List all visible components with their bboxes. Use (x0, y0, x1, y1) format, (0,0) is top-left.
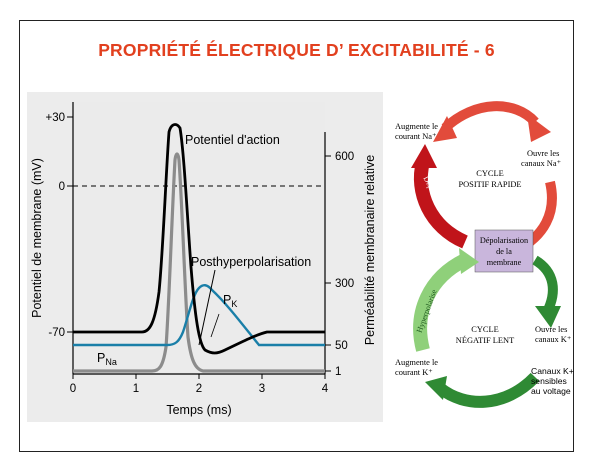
pna-curve (73, 152, 325, 373)
right-tick-300: 300 (335, 278, 354, 290)
cycle-diagram: Dépolarise plus Dépolarisation de la mem… (395, 101, 574, 408)
bottom-green-arc (436, 372, 540, 408)
right-tick-50: 50 (335, 340, 348, 352)
bottom-left-label-2: courant K⁺ (395, 368, 433, 377)
label-action-potential: Potentiel d'action (185, 133, 280, 147)
x-ticks (72, 374, 326, 379)
right-tick-1: 1 (335, 366, 341, 378)
left-tick-minus70: -70 (48, 327, 65, 339)
pk-curve (73, 284, 325, 347)
right-green-arc (532, 255, 558, 315)
left-tick-0: 0 (59, 181, 65, 193)
bottom-center-label-2: NÉGATIF LENT (456, 335, 514, 345)
label-pna: PNa (97, 351, 117, 367)
x-tick-3: 3 (259, 383, 265, 395)
left-red-arc (413, 160, 469, 249)
x-tick-2: 2 (196, 383, 202, 395)
left-lightgreen-arrowhead (459, 248, 479, 274)
note-label-1: Canaux K+ (531, 366, 574, 376)
top-right-label-1: Ouvre les (527, 149, 559, 158)
top-left-label-1: Augmente le (395, 122, 438, 131)
x-tick-4: 4 (322, 383, 329, 395)
top-right-label-2: canaux Na⁺ (521, 159, 561, 168)
left-ticks (67, 116, 73, 333)
left-tick-30: +30 (45, 112, 65, 124)
x-tick-1: 1 (133, 383, 139, 395)
top-red-arrowhead (527, 114, 551, 142)
y-right-label: Perméabilité membranaire relative (363, 155, 377, 345)
center-label-3: membrane (487, 258, 522, 267)
action-potential-graph: +30 0 -70 600 300 50 1 0 1 2 3 4 Temps (… (27, 92, 383, 422)
top-red-tail-arrowhead (433, 116, 457, 142)
action-potential-curve (73, 123, 325, 355)
depolarisation-box (474, 229, 534, 273)
bottom-left-label-1: Augmente le (395, 358, 438, 367)
bottom-right-label-2: canaux K⁺ (535, 335, 571, 344)
right-green-arrowhead (535, 306, 561, 328)
label-pk: PK (223, 293, 237, 309)
bottom-center-label-1: CYCLE (471, 325, 498, 334)
left-red-arrowhead (411, 144, 437, 168)
y-left-label: Potentiel de membrane (mV) (30, 158, 44, 318)
bottom-right-label-1: Ouvre les (535, 325, 567, 334)
x-tick-0: 0 (70, 383, 76, 395)
label-posthyperpolarisation: Posthyperpolarisation (191, 255, 311, 269)
top-left-label-2: courant Na⁺ (395, 132, 436, 141)
bottom-green-arrowhead (425, 376, 447, 400)
right-tick-600: 600 (335, 151, 354, 163)
note-label-2: sensibles (531, 376, 567, 386)
center-label-2: de la (496, 247, 512, 256)
post-pointer (198, 269, 216, 346)
top-red-arc (441, 101, 539, 132)
right-ticks (325, 155, 331, 372)
top-center-label-2: POSITIF RAPIDE (458, 180, 521, 189)
note-label-3: au voltage (531, 386, 571, 396)
slide-title: PROPRIÉTÉ ÉLECTRIQUE D’ EXCITABILITÉ - 6 (98, 40, 495, 60)
x-axis-label: Temps (ms) (166, 403, 231, 417)
pk-pointer (210, 313, 220, 338)
left-lightgreen-arc (413, 253, 469, 352)
top-center-label-1: CYCLE (476, 169, 503, 178)
center-label-1: Dépolarisation (480, 236, 528, 245)
